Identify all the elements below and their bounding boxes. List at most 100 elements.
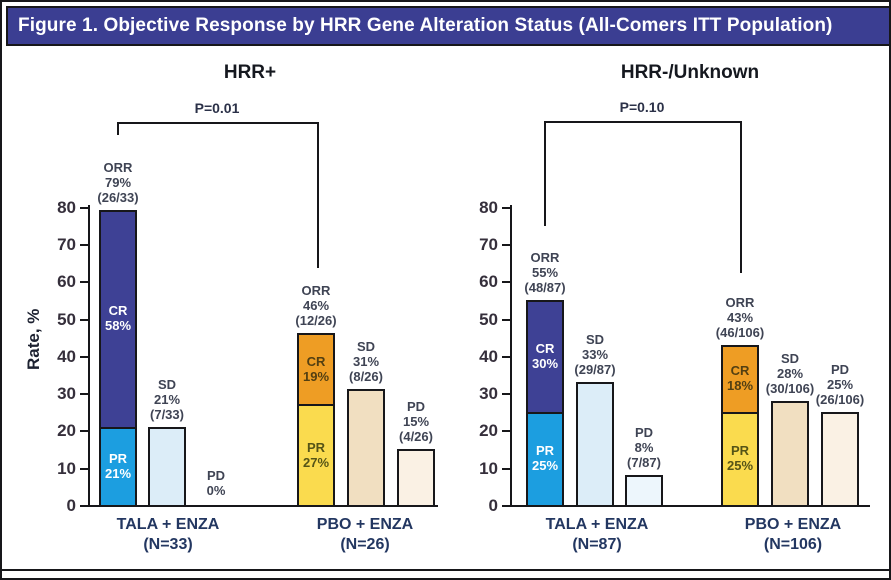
panel-title: HRR+ xyxy=(223,62,277,83)
text-line: 43% xyxy=(726,309,754,325)
text-line: 58% xyxy=(104,318,132,334)
panel-title: HRR-/Unknown xyxy=(620,62,760,83)
y-axis-tick-label: 30 xyxy=(57,384,76,404)
text-line: CR xyxy=(730,363,750,379)
bar-annotation: PD 0% xyxy=(170,468,262,498)
text-line: 21% xyxy=(153,391,181,407)
y-axis-tick xyxy=(80,318,88,321)
bar-sd xyxy=(576,381,614,507)
y-axis-tick xyxy=(80,206,88,209)
text-line: (N=87) xyxy=(572,536,622,553)
y-axis-tick-label: 10 xyxy=(57,458,76,478)
text-line: (29/87) xyxy=(574,361,616,377)
y-axis-tick xyxy=(502,281,510,284)
pvalue-bracket-right-tick xyxy=(317,122,319,268)
bar-annotation: SD 33% (29/87) xyxy=(549,332,641,377)
bar-annotation: ORR 46% (12/26) xyxy=(270,283,362,328)
bar-segment-label: CR 58% xyxy=(99,210,137,426)
bar-segment-cr xyxy=(526,299,564,414)
bar-annotation: ORR 79% (26/33) xyxy=(72,160,164,205)
bar-segment-cr xyxy=(721,344,759,414)
y-axis-line xyxy=(510,205,512,507)
figure-title-bar: Figure 1. Objective Response by HRR Gene… xyxy=(6,6,889,46)
text-line: CR xyxy=(306,353,326,369)
bottom-divider xyxy=(2,569,889,571)
pvalue-bracket-hline xyxy=(544,121,742,123)
text-line: (48/87) xyxy=(524,279,566,295)
text-line: 31% xyxy=(352,354,380,370)
figure-title: Figure 1. Objective Response by HRR Gene… xyxy=(18,15,833,36)
y-axis-tick-label: 30 xyxy=(479,384,498,404)
x-axis-line xyxy=(510,505,870,507)
y-axis-tick-label: 0 xyxy=(66,496,76,515)
bar-segment-pr xyxy=(99,426,137,507)
text-line: SD xyxy=(780,350,800,366)
y-axis-tick xyxy=(80,393,88,396)
y-axis-tick-label: 50 xyxy=(57,309,76,329)
text-line: SD xyxy=(356,339,376,355)
y-axis-tick xyxy=(502,318,510,321)
bar-segment-label: CR 19% xyxy=(297,333,335,404)
text-line: 79% xyxy=(104,175,132,191)
bar-segment-label: PR 21% xyxy=(99,427,137,505)
text-line: TALA + ENZA xyxy=(545,516,649,533)
text-line: (N=33) xyxy=(143,536,193,553)
y-axis-tick xyxy=(502,430,510,433)
text-line: (N=106) xyxy=(763,536,823,553)
pvalue-bracket-left-tick xyxy=(117,122,119,135)
text-line: 18% xyxy=(726,378,754,394)
bar-segment-label: PR 27% xyxy=(297,404,335,505)
text-line: 19% xyxy=(302,368,330,384)
y-axis-tick-label: 60 xyxy=(57,272,76,292)
bar-sd xyxy=(771,400,809,507)
bar-pd xyxy=(625,475,663,507)
text-line: ORR xyxy=(530,249,560,265)
y-axis-tick-label: 80 xyxy=(479,197,498,217)
bar-segment-label: PR 25% xyxy=(721,412,759,505)
text-line: PD xyxy=(830,361,850,377)
text-line: PBO + ENZA xyxy=(744,516,842,533)
text-line: CR xyxy=(108,303,128,319)
text-line: PR xyxy=(108,450,128,466)
text-line: 28% xyxy=(776,365,804,381)
y-axis-line xyxy=(88,205,90,507)
y-axis-tick xyxy=(80,355,88,358)
text-line: ORR xyxy=(725,294,755,310)
text-line: PR xyxy=(730,443,750,459)
text-line: PD xyxy=(406,399,426,415)
category-label: TALA + ENZA (N=33) xyxy=(83,515,253,555)
pvalue-label: P=0.10 xyxy=(619,99,665,115)
text-line: 21% xyxy=(104,465,132,481)
bar-sd xyxy=(347,389,385,507)
y-axis-tick xyxy=(80,467,88,470)
y-axis-tick xyxy=(80,430,88,433)
y-axis-tick-label: 20 xyxy=(479,421,498,441)
y-axis-tick-label: 60 xyxy=(479,272,498,292)
text-line: 15% xyxy=(402,414,430,430)
text-line: 27% xyxy=(302,454,330,470)
text-line: 0% xyxy=(206,483,226,498)
text-line: 25% xyxy=(826,376,854,392)
text-line: (7/33) xyxy=(150,406,184,422)
text-line: ORR xyxy=(103,160,133,176)
text-line: SD xyxy=(585,331,605,347)
category-label: PBO + ENZA (N=106) xyxy=(708,515,878,555)
pvalue-bracket-right-tick xyxy=(740,121,742,273)
bar-annotation: PD 25% (26/106) xyxy=(794,362,886,407)
bar-annotation: ORR 55% (48/87) xyxy=(499,250,591,295)
bar-annotation: ORR 43% (46/106) xyxy=(694,295,786,340)
text-line: (7/87) xyxy=(627,455,661,471)
y-axis-tick xyxy=(502,393,510,396)
text-line: 30% xyxy=(531,355,559,371)
bar-segment-label: PR 25% xyxy=(526,412,564,505)
text-line: TALA + ENZA xyxy=(116,516,220,533)
pvalue-label: P=0.01 xyxy=(194,100,240,116)
y-axis-tick-label: 20 xyxy=(57,421,76,441)
text-line: (30/106) xyxy=(765,380,815,396)
text-line: PBO + ENZA xyxy=(316,516,414,533)
pvalue-bracket-left-tick xyxy=(544,121,546,226)
y-axis-tick-label: 0 xyxy=(488,496,498,515)
y-axis-tick xyxy=(502,467,510,470)
text-line: (26/106) xyxy=(815,391,865,407)
bar-pd xyxy=(821,411,859,507)
